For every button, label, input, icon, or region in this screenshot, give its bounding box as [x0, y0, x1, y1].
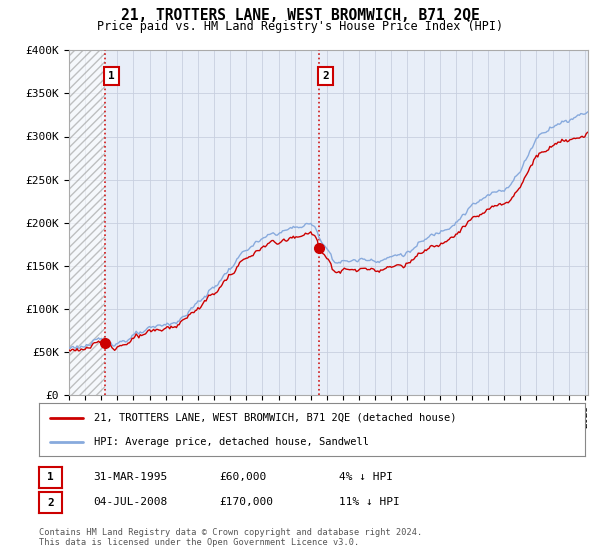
Text: 2: 2	[322, 71, 329, 81]
Text: 21, TROTTERS LANE, WEST BROMWICH, B71 2QE (detached house): 21, TROTTERS LANE, WEST BROMWICH, B71 2Q…	[94, 413, 456, 423]
Text: £170,000: £170,000	[219, 497, 273, 507]
Text: 2: 2	[47, 498, 54, 507]
Text: Price paid vs. HM Land Registry's House Price Index (HPI): Price paid vs. HM Land Registry's House …	[97, 20, 503, 32]
Text: 4% ↓ HPI: 4% ↓ HPI	[339, 472, 393, 482]
Text: 1: 1	[47, 473, 54, 482]
Text: 31-MAR-1995: 31-MAR-1995	[93, 472, 167, 482]
Text: 21, TROTTERS LANE, WEST BROMWICH, B71 2QE: 21, TROTTERS LANE, WEST BROMWICH, B71 2Q…	[121, 8, 479, 24]
Text: 1: 1	[109, 71, 115, 81]
Text: HPI: Average price, detached house, Sandwell: HPI: Average price, detached house, Sand…	[94, 437, 368, 447]
Text: Contains HM Land Registry data © Crown copyright and database right 2024.
This d: Contains HM Land Registry data © Crown c…	[39, 528, 422, 548]
Polygon shape	[69, 50, 105, 395]
Text: 04-JUL-2008: 04-JUL-2008	[93, 497, 167, 507]
Text: £60,000: £60,000	[219, 472, 266, 482]
Text: 11% ↓ HPI: 11% ↓ HPI	[339, 497, 400, 507]
